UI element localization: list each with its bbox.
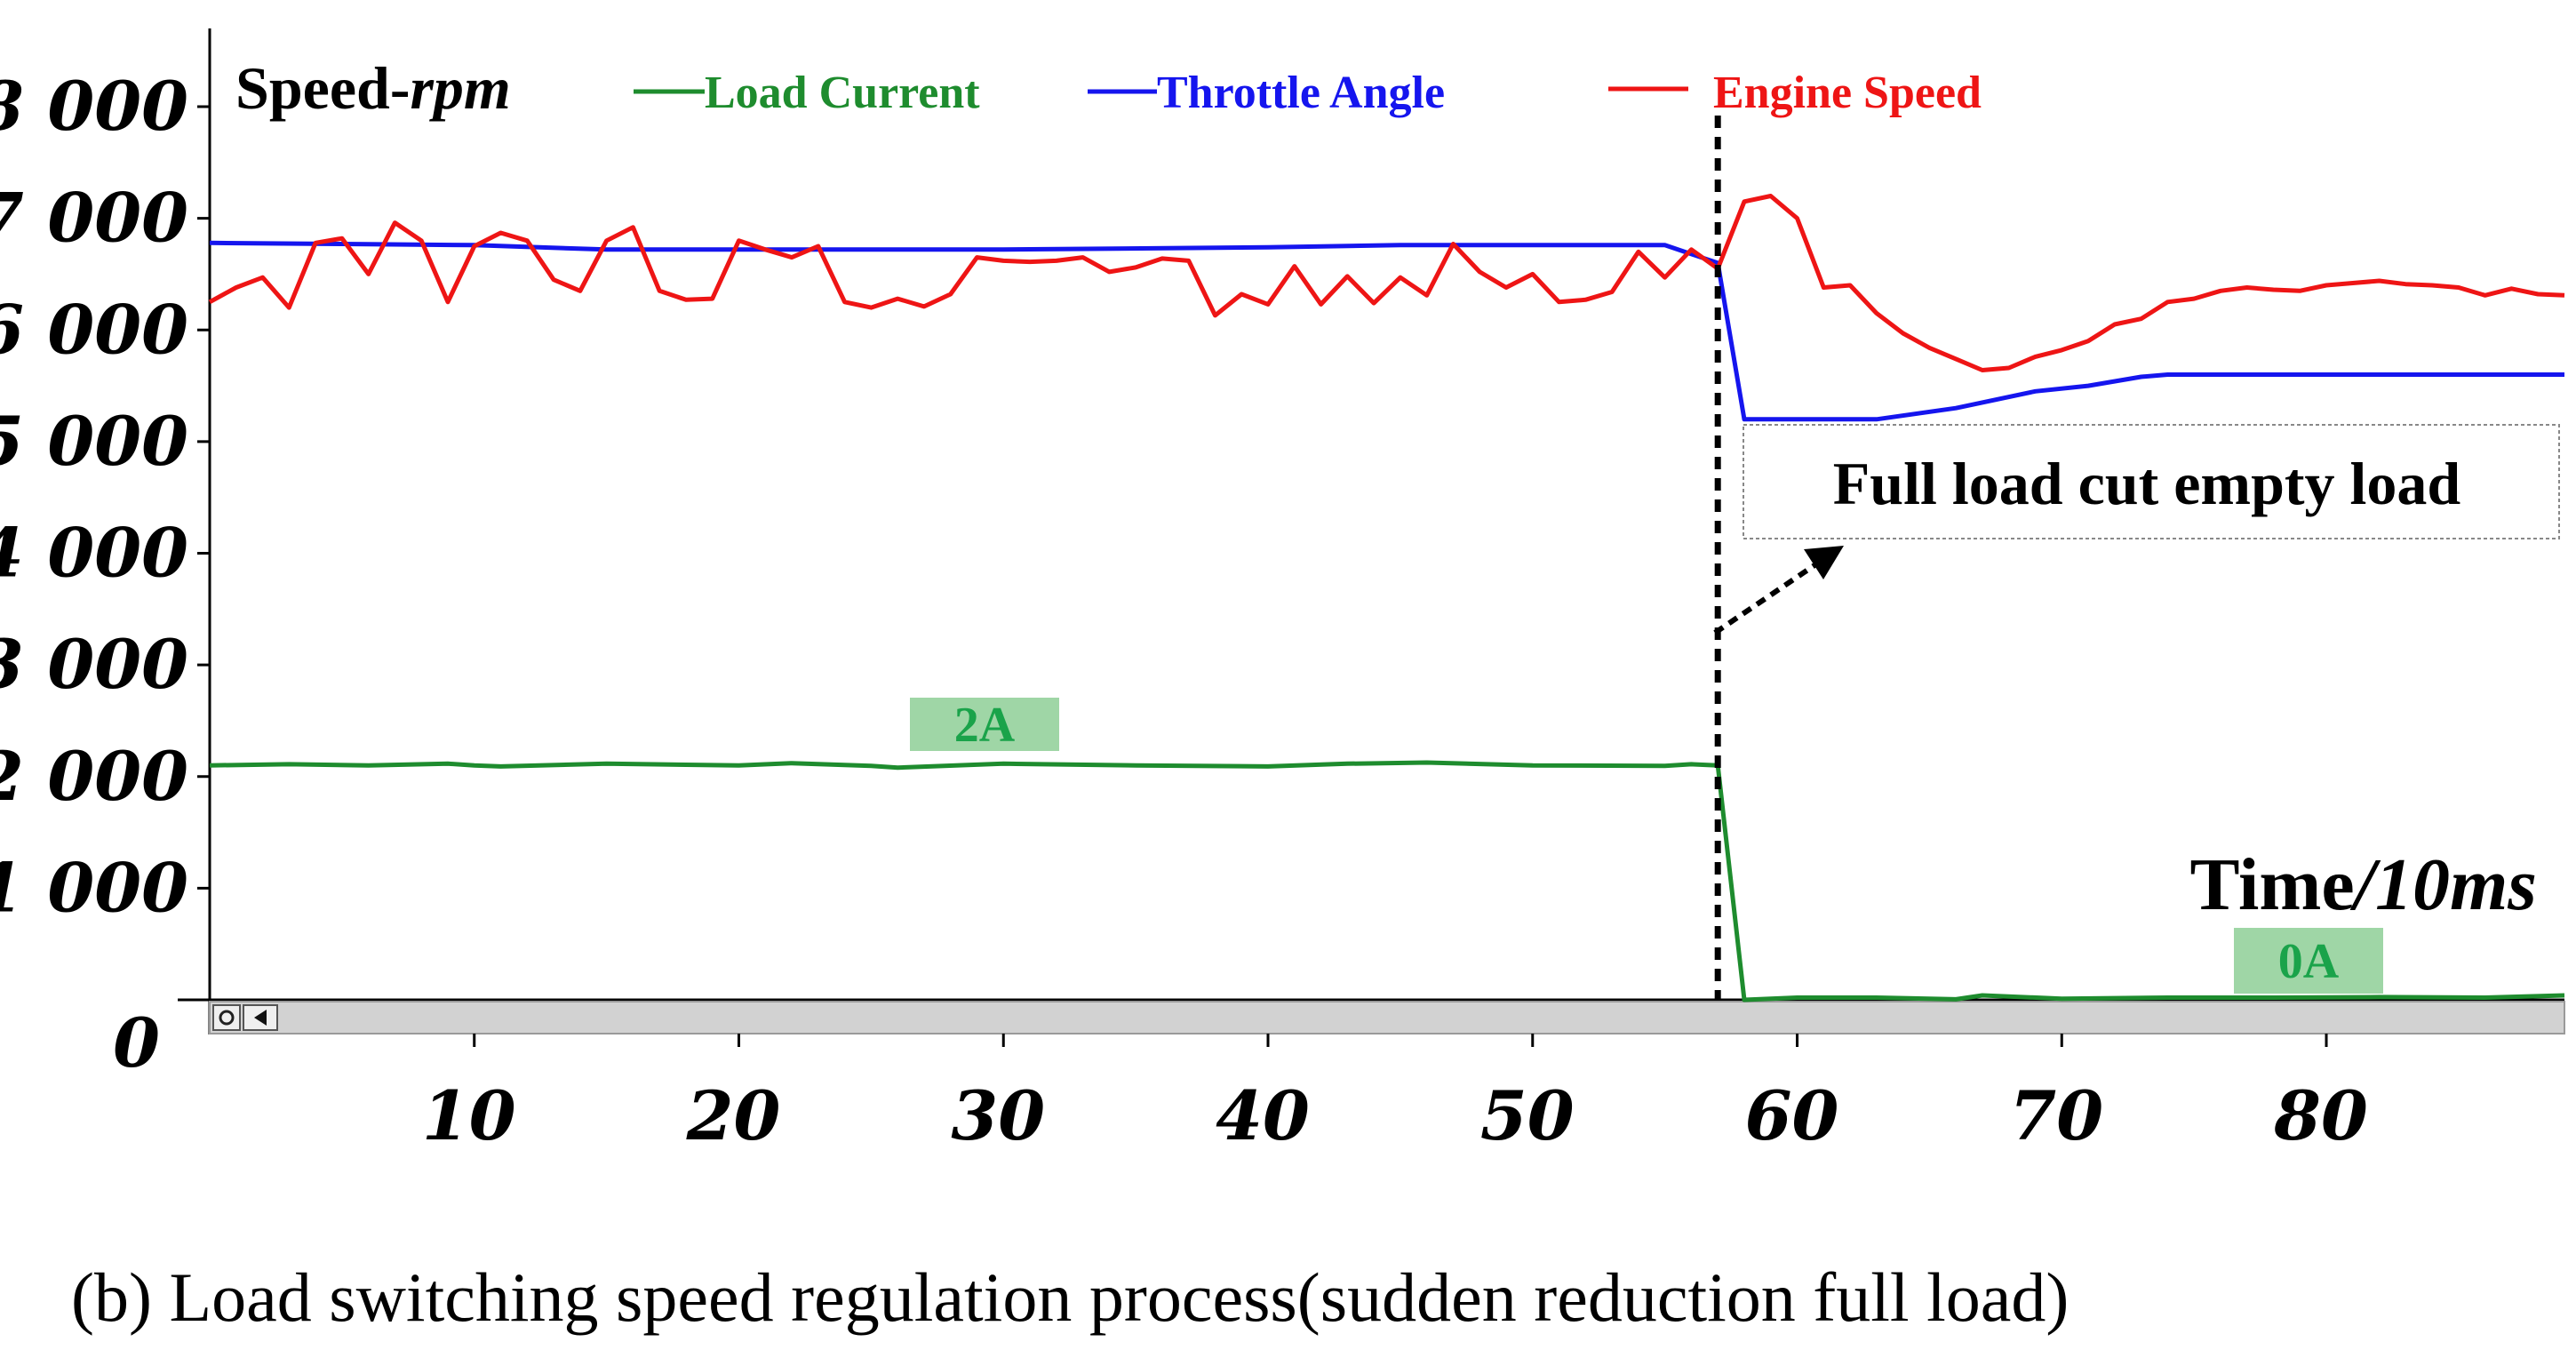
legend: Load Current Throttle Angle Engine Speed bbox=[634, 68, 1982, 118]
badge-2a-label: 2A bbox=[954, 698, 1016, 753]
y-tick-label: 8 000 bbox=[0, 67, 188, 146]
y-axis-label: Speed-rpm bbox=[235, 54, 511, 122]
legend-label-engine-speed: Engine Speed bbox=[1713, 68, 1982, 118]
x-axis-label: Time/10ms bbox=[2190, 843, 2537, 926]
annotation-arrow-line bbox=[1713, 561, 1819, 635]
x-tick-label: 70 bbox=[2009, 1076, 2103, 1155]
arrow-left-icon bbox=[254, 1010, 267, 1026]
y-tick-label: 1 000 bbox=[0, 848, 188, 927]
badge-0a-label: 0A bbox=[2278, 934, 2340, 989]
series-line-load-current bbox=[209, 760, 2565, 1003]
y-tick-label: 3 000 bbox=[0, 625, 188, 704]
x-tick-label: 20 bbox=[686, 1076, 781, 1155]
y-tick-label: 7 000 bbox=[0, 179, 188, 258]
annotation-text: Full load cut empty load bbox=[1833, 450, 2461, 517]
annotation-arrowhead bbox=[1804, 546, 1844, 579]
y-tick-label: 5 000 bbox=[0, 402, 188, 481]
legend-label-load-current: Load Current bbox=[705, 68, 980, 118]
x-tick-label: 40 bbox=[1216, 1076, 1310, 1155]
x-tick-label: 50 bbox=[1480, 1076, 1575, 1155]
x-tick-label: 10 bbox=[422, 1076, 516, 1155]
scroll-gear-button[interactable] bbox=[212, 1004, 241, 1031]
y-tick-label: 6 000 bbox=[0, 290, 188, 369]
badge-0a: 0A bbox=[2234, 928, 2383, 994]
annotation-full-load-cut: Full load cut empty load bbox=[1713, 424, 2560, 635]
badge-2a: 2A bbox=[910, 698, 1059, 753]
annotation-box bbox=[1743, 424, 2560, 539]
x-tick-label: 60 bbox=[1745, 1076, 1839, 1155]
series-line-engine-speed bbox=[208, 194, 2565, 372]
scrollbar[interactable] bbox=[209, 1001, 2565, 1034]
legend-label-throttle-angle: Throttle Angle bbox=[1157, 68, 1445, 118]
gear-icon bbox=[219, 1010, 235, 1026]
y-tick-label: 4 000 bbox=[0, 514, 188, 593]
x-tick-label: 80 bbox=[2273, 1076, 2368, 1155]
x-tick-label: 30 bbox=[951, 1076, 1045, 1155]
series-line-throttle-angle bbox=[209, 240, 2564, 422]
y-tick-label: 0 bbox=[113, 1003, 160, 1082]
figure-caption: (b) Load switching speed regulation proc… bbox=[71, 1258, 2069, 1336]
y-tick-label: 2 000 bbox=[0, 737, 188, 816]
